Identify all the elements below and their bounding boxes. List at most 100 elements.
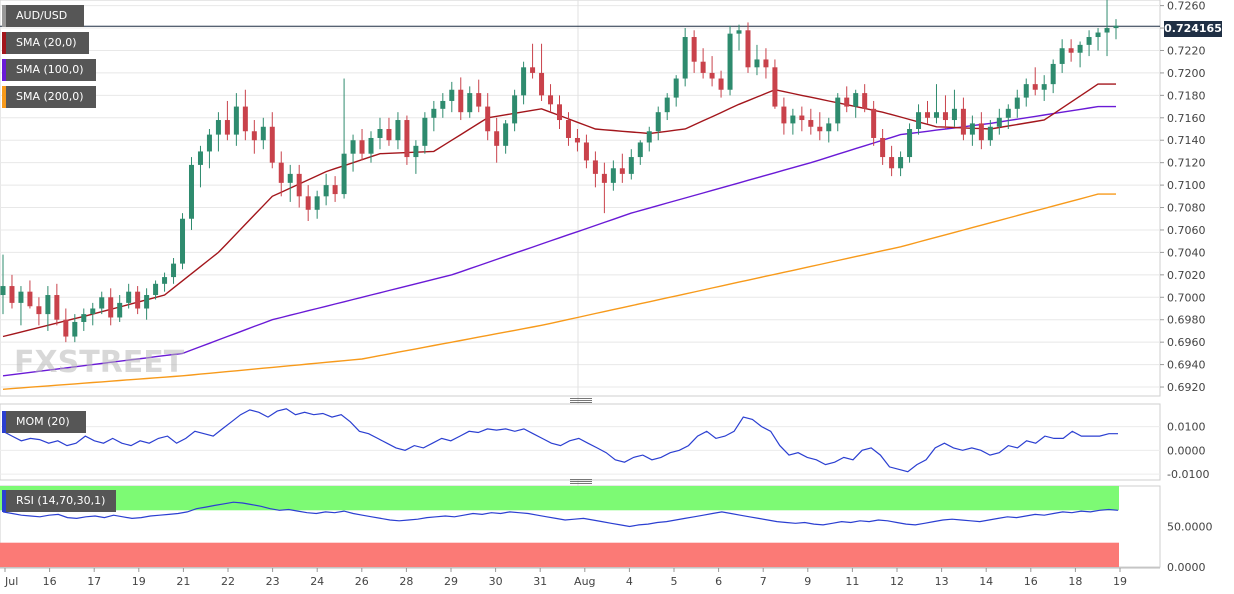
price-tick-label: 0.6980	[1167, 314, 1206, 327]
sma-path	[2, 193, 1116, 390]
sma-100-legend[interactable]: SMA (100,0)	[2, 59, 96, 81]
candle-body-bullish	[736, 30, 742, 34]
candle-body-bullish	[1041, 84, 1047, 90]
candle-body-bullish	[171, 263, 177, 278]
mom-tick-label: 0.0000	[1167, 444, 1206, 457]
time-tick-label: 5	[671, 575, 678, 588]
candle-body-bearish	[817, 126, 823, 132]
candle-body-bullish	[162, 277, 168, 284]
candle-body-bullish	[503, 123, 509, 146]
time-tick-label: 13	[935, 575, 949, 588]
time-tick-label: 19	[132, 575, 146, 588]
candle-body-bullish	[153, 283, 159, 296]
sma-100-line	[2, 105, 1116, 377]
price-tick-label: 0.7100	[1167, 179, 1206, 192]
candle-body-bullish	[1095, 32, 1101, 38]
candle-body-bullish	[1113, 25, 1119, 29]
candle-body-bearish	[574, 137, 580, 143]
mom-tick-label: -0.0100	[1167, 468, 1209, 481]
candle-body-bullish	[188, 164, 194, 219]
candle-body-bullish	[853, 93, 859, 107]
candle-body-bullish	[126, 291, 132, 303]
candle-body-bullish	[206, 134, 212, 152]
candle-body-bearish	[135, 291, 141, 309]
sma-200-legend[interactable]: SMA (200,0)	[2, 86, 96, 108]
candle-body-bearish	[485, 106, 491, 132]
price-tick-label: 0.6940	[1167, 359, 1206, 372]
symbol-label[interactable]: AUD/USD	[2, 5, 84, 27]
candle-body-bullish	[144, 295, 150, 309]
candle-body-bearish	[889, 157, 895, 169]
candle-body-bullish	[90, 308, 96, 315]
candle-body-bullish	[1050, 63, 1056, 85]
candle-body-bearish	[494, 131, 500, 146]
candle-body-bearish	[27, 291, 33, 307]
candle-body-bullish	[260, 126, 266, 141]
candle-body-bearish	[54, 295, 60, 320]
candle-body-bearish	[404, 120, 410, 158]
rsi-oversold-zone	[0, 542, 1119, 567]
rsi-overbought-zone	[0, 486, 1119, 511]
candle-body-bullish	[449, 89, 455, 101]
candle-body-bearish	[386, 129, 392, 141]
candle-body-bearish	[978, 123, 984, 141]
candle-body-bearish	[278, 162, 284, 183]
candle-body-bearish	[242, 106, 248, 132]
candle-body-bearish	[36, 306, 42, 315]
candle-body-bearish	[305, 196, 311, 210]
panel-splitter-rsi[interactable]	[570, 479, 592, 484]
candle-body-bullish	[637, 142, 643, 158]
panel-splitter-mom[interactable]	[570, 398, 592, 403]
candle-body-bearish	[583, 142, 589, 161]
candle-body-bearish	[601, 173, 607, 183]
candle-body-bearish	[359, 140, 365, 154]
candle-body-bearish	[862, 93, 868, 109]
candle-body-bullish	[673, 78, 679, 98]
candle-body-bullish	[727, 33, 733, 90]
fxstreet-watermark: FXSTREET	[14, 345, 185, 380]
candle-body-bearish	[530, 67, 536, 73]
candle-body-bullish	[99, 297, 105, 309]
candle-body-bearish	[718, 78, 724, 90]
price-tick-label: 0.7260	[1167, 0, 1206, 13]
rsi-panel: 50.0000 0.0000	[0, 485, 1213, 574]
time-tick-label: 22	[221, 575, 235, 588]
candle-body-bullish	[655, 112, 661, 132]
time-tick-label: 31	[533, 575, 547, 588]
candle-body-bearish	[844, 97, 850, 107]
current-price-tag: 0.724165	[1164, 21, 1222, 37]
price-tick-label: 0.7220	[1167, 44, 1206, 57]
time-tick-label: 28	[399, 575, 413, 588]
candle-body-bullish	[682, 37, 688, 79]
candle-body-bearish	[476, 93, 482, 107]
candle-body-bullish	[1023, 84, 1029, 98]
candle-body-bearish	[799, 115, 805, 121]
candle-body-bearish	[772, 67, 778, 107]
candle-body-bearish	[745, 30, 751, 68]
rsi-legend[interactable]: RSI (14,70,30,1)	[2, 490, 116, 512]
candle-body-bearish	[960, 108, 966, 135]
candle-body-bullish	[18, 291, 24, 303]
time-tick-label: 26	[355, 575, 369, 588]
candle-body-bullish	[314, 196, 320, 210]
candle-body-bearish	[458, 89, 464, 113]
candle-body-bullish	[1005, 108, 1011, 118]
rsi-tick-label: 50.0000	[1167, 521, 1213, 534]
sma-20-legend[interactable]: SMA (20,0)	[2, 32, 89, 54]
time-tick-label: 21	[176, 575, 190, 588]
candle-body-bearish	[880, 137, 886, 158]
mom-legend[interactable]: MOM (20)	[2, 411, 86, 433]
candle-body-bearish	[565, 120, 571, 138]
candle-body-bearish	[700, 61, 706, 73]
time-tick-label: 23	[266, 575, 280, 588]
price-tick-label: 0.6960	[1167, 336, 1206, 349]
momentum-panel: 0.0100 0.0000 -0.0100	[0, 403, 1209, 481]
candle-body-bearish	[332, 185, 338, 195]
mom-line	[2, 408, 1118, 473]
time-tick-label: 7	[760, 575, 767, 588]
candle-body-bullish	[431, 108, 437, 118]
candle-body-bearish	[63, 319, 69, 337]
candle-body-bullish	[969, 123, 975, 135]
candle-body-bearish	[1032, 84, 1038, 90]
